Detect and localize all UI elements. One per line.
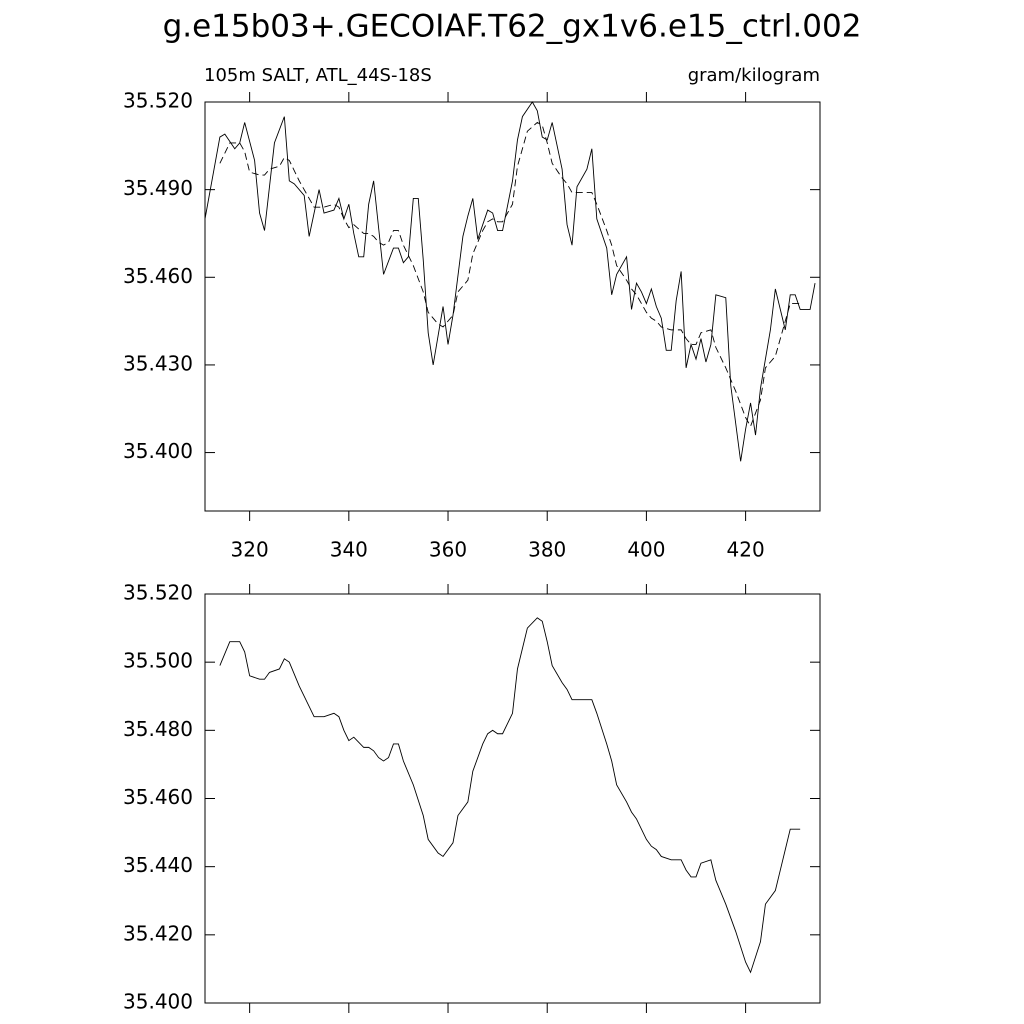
- data-line: [219, 121, 801, 428]
- y-tick-label: 35.480: [123, 717, 193, 741]
- y-tick-label: 35.520: [123, 581, 193, 605]
- data-line: [204, 101, 816, 462]
- y-tick-label: 35.400: [123, 439, 193, 463]
- y-tick-label: 35.500: [123, 649, 193, 673]
- x-tick-label: 340: [330, 538, 368, 562]
- subtitle: 105m SALT, ATL_44S-18S: [204, 65, 432, 86]
- units: gram/kilogram: [688, 65, 820, 86]
- chart-title: g.e15b03+.GECOIAF.T62_gx1v6.e15_ctrl.002: [163, 9, 862, 45]
- y-tick-label: 35.520: [123, 89, 193, 113]
- y-tick-label: 35.440: [123, 853, 193, 877]
- y-tick-label: 35.430: [123, 351, 193, 375]
- y-tick-label: 35.400: [123, 990, 193, 1014]
- y-tick-label: 35.460: [123, 785, 193, 809]
- x-tick-label: 360: [429, 538, 467, 562]
- x-tick-label: 420: [727, 538, 765, 562]
- y-tick-label: 35.420: [123, 921, 193, 945]
- y-tick-label: 35.490: [123, 176, 193, 200]
- data-line: [219, 617, 801, 974]
- x-tick-label: 320: [231, 538, 269, 562]
- y-tick-label: 35.460: [123, 264, 193, 288]
- plot-frame: [204, 593, 821, 1004]
- plot-frame: [204, 101, 821, 512]
- x-tick-label: 380: [528, 538, 566, 562]
- x-tick-label: 400: [627, 538, 665, 562]
